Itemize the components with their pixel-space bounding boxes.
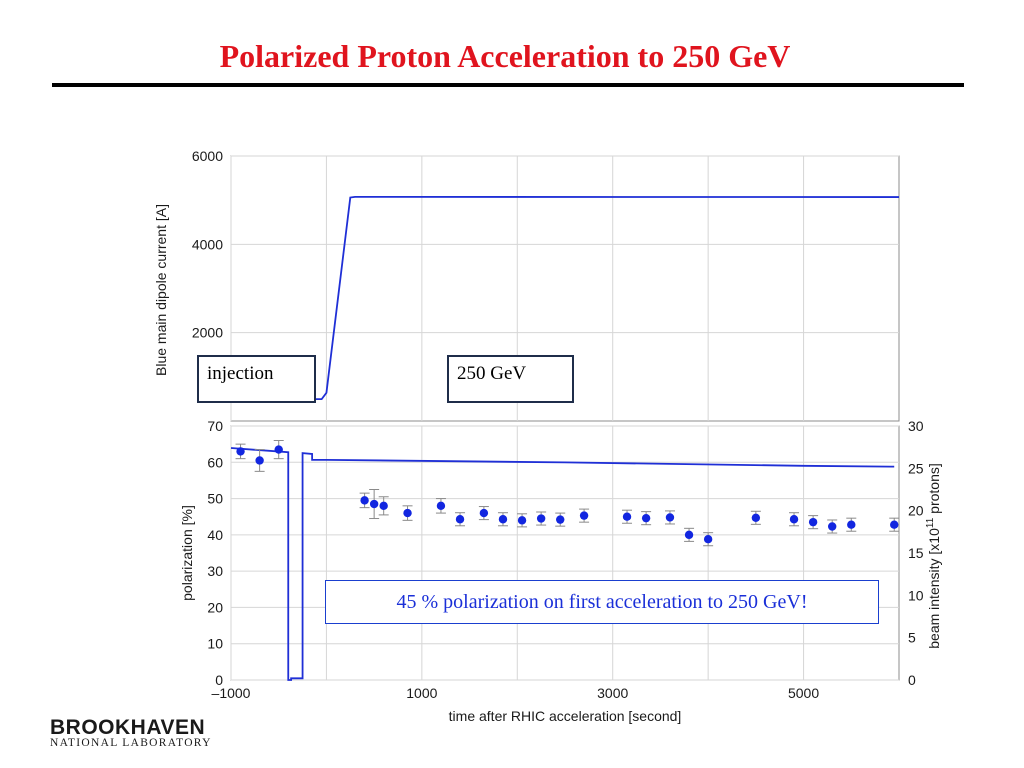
top-y-tick-label: 4000 [192, 236, 223, 252]
polarization-point [641, 513, 651, 523]
bottom-y-tick-label: 70 [207, 418, 223, 434]
polarization-point [436, 501, 446, 511]
polarization-point [828, 522, 837, 531]
polarization-point [789, 515, 799, 524]
y2-label-suffix: protons] [926, 463, 942, 517]
polarization-point [751, 513, 761, 523]
beam-intensity-line [230, 447, 895, 681]
polarization-points [235, 440, 900, 547]
polarization-point [579, 511, 589, 520]
polarization-point [236, 447, 245, 456]
polarization-point [556, 515, 565, 524]
polarization-point [403, 508, 412, 518]
polarization-point [536, 514, 546, 523]
logo-sub-text: NATIONAL LABORATORY [50, 737, 212, 749]
polarization-point [255, 456, 264, 465]
bottom-y-tick-label: 50 [207, 491, 223, 507]
slide-title: Polarized Proton Acceleration to 250 GeV [219, 38, 791, 74]
bottom-y-ticks: 0 10 20 30 40 50 60 70 [207, 418, 223, 688]
polarization-point [479, 508, 489, 518]
polarization-callout: 45 % polarization on first acceleration … [325, 580, 879, 624]
logo-main-text: BROOKHAVEN [50, 716, 206, 739]
bottom-y-tick-label: 20 [207, 599, 223, 615]
bottom-x-ticks: –1000 1000 3000 5000 [212, 685, 820, 701]
polarization-point [890, 520, 899, 529]
y2-label-superscript: 11 [925, 517, 936, 528]
bottom-y-tick-label: 30 [207, 563, 223, 579]
polarization-point [665, 513, 675, 522]
bottom-y2-tick-label: 15 [908, 545, 924, 561]
bottom-gridlines [230, 425, 899, 681]
bnl-logo: BROOKHAVEN NATIONAL LABORATORY [50, 716, 240, 756]
polarization-point [498, 515, 508, 524]
injection-label: injection [207, 363, 274, 384]
polarization-point [684, 530, 694, 540]
polarization-point [517, 516, 527, 525]
polarization-point [622, 512, 632, 521]
polarization-point [847, 520, 856, 529]
top-y-tick-label: 2000 [192, 325, 223, 341]
polarization-point [703, 535, 713, 544]
bottom-y2-tick-label: 25 [908, 460, 924, 476]
polarization-point [379, 501, 388, 511]
bottom-x-tick-label: –1000 [212, 685, 251, 701]
bottom-y-tick-label: 60 [207, 454, 223, 470]
polarization-point [274, 445, 283, 454]
bottom-y2-tick-label: 0 [908, 672, 916, 688]
bottom-x-tick-label: 1000 [406, 685, 437, 701]
bottom-y-tick-label: 40 [207, 527, 223, 543]
bottom-y-axis-label: polarization [%] [179, 505, 195, 601]
bottom-plot-frame [230, 425, 900, 681]
injection-label-box: injection [197, 355, 316, 403]
bottom-y-tick-label: 0 [215, 672, 223, 688]
title-divider [52, 83, 964, 87]
bottom-y2-tick-label: 10 [908, 587, 924, 603]
bottom-y2-tick-label: 5 [908, 630, 916, 646]
top-y-axis-label: Blue main dipole current [A] [153, 204, 169, 376]
bottom-y-tick-label: 10 [207, 636, 223, 652]
bottom-y2-ticks: 0 5 10 15 20 25 30 [908, 418, 924, 688]
y2-label-prefix: beam intensity [x10 [926, 528, 942, 649]
bottom-y2-axis-label: beam intensity [x1011 protons] [925, 463, 942, 649]
bottom-y2-tick-label: 20 [908, 503, 924, 519]
polarization-point [455, 515, 465, 524]
bottom-x-tick-label: 3000 [597, 685, 628, 701]
energy-label: 250 GeV [457, 363, 527, 384]
top-y-tick-label: 6000 [192, 148, 223, 164]
bottom-x-axis-label: time after RHIC acceleration [second] [449, 708, 682, 724]
polarization-point [369, 499, 379, 509]
polarization-point [808, 517, 818, 527]
energy-label-box: 250 GeV [447, 355, 574, 403]
polarization-point [360, 496, 369, 505]
top-y-ticks: 2000 4000 6000 [192, 148, 223, 341]
bottom-x-tick-label: 5000 [788, 685, 819, 701]
bottom-y2-tick-label: 30 [908, 418, 924, 434]
